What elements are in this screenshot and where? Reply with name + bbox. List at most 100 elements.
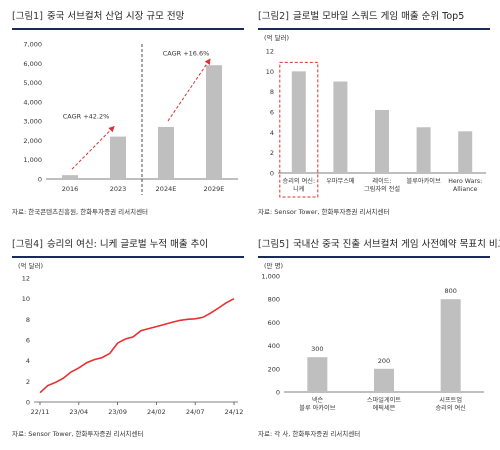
data-label: 800 bbox=[444, 287, 456, 295]
y-tick-label: 0 bbox=[26, 399, 30, 407]
y-tick-label: 6 bbox=[270, 109, 274, 117]
data-label: 300 bbox=[311, 345, 323, 353]
y-tick-label: 8 bbox=[26, 316, 30, 324]
market-size-chart: 0 1,000 2,000 3,000 4,000 5,000 6,000 7,000 2016… bbox=[23, 41, 238, 195]
x-tick-label: 우마무스메 bbox=[326, 177, 355, 185]
x-tick-label: Alliance bbox=[453, 186, 478, 193]
x-tick-label: 24/07 bbox=[186, 408, 205, 416]
y-tick-label: 12 bbox=[266, 48, 274, 56]
y-tick-label: 6 bbox=[26, 337, 30, 345]
cagr-annotation: CAGR +42.2% bbox=[63, 113, 110, 121]
bar bbox=[62, 175, 78, 179]
x-tick-label: 넥슨 bbox=[312, 396, 324, 404]
x-tick-label: Hero Wars: bbox=[448, 178, 482, 185]
x-tick-label: 22/11 bbox=[31, 408, 50, 416]
panel-title: [그림4] 승리의 여신: 니케 글로벌 누적 매출 추이 bbox=[12, 239, 209, 250]
y-tick-label: 8 bbox=[270, 88, 274, 96]
panel-2: [그림2] 글로벌 모바일 스쿼드 게임 매출 순위 Top5 (억 달러) 0 2 4… bbox=[258, 8, 490, 218]
y-tick-label: 400 bbox=[268, 342, 280, 350]
y-tick-label: 4 bbox=[26, 357, 30, 365]
x-tick-label: 승리의 여신 bbox=[435, 404, 466, 412]
y-tick-label: 3,000 bbox=[23, 118, 42, 126]
panel-title-text: 승리의 여신: 니케 글로벌 누적 매출 추이 bbox=[46, 239, 209, 250]
x-tick-label: 에픽세븐 bbox=[373, 404, 396, 412]
bar bbox=[416, 127, 431, 173]
y-tick-label: 5,000 bbox=[23, 79, 42, 87]
y-tick-label: 2 bbox=[26, 378, 30, 386]
title-rule bbox=[258, 256, 490, 258]
bar bbox=[440, 299, 461, 392]
x-tick-label: 승리의 여신: bbox=[283, 177, 316, 185]
y-tick-label: 12 bbox=[22, 275, 30, 283]
bar bbox=[374, 368, 394, 392]
panel-title: [그림1] 중국 서브컬처 산업 시장 규모 전망 bbox=[12, 11, 185, 22]
x-tick-label: 2024E bbox=[156, 185, 177, 193]
x-tick-label: 스마일게이트 bbox=[367, 396, 401, 404]
title-rule bbox=[12, 256, 244, 258]
bar bbox=[291, 71, 306, 173]
source-note: 자료: Sensor Tower, 한화투자증권 리서치센터 bbox=[12, 430, 144, 438]
data-label: 200 bbox=[378, 357, 390, 365]
y-tick-label: 2,000 bbox=[23, 137, 42, 145]
bar bbox=[307, 357, 328, 392]
y-tick-label: 4 bbox=[270, 129, 274, 137]
x-tick-label: 23/04 bbox=[69, 408, 88, 416]
source-note: 자료: Sensor Tower, 한화투자증권 리서치센터 bbox=[258, 208, 390, 216]
y-tick-label: 600 bbox=[268, 319, 280, 327]
x-tick-label: 블루아카이브 bbox=[407, 177, 441, 185]
y-tick-label: 10 bbox=[266, 68, 274, 76]
x-tick-label: 2023 bbox=[110, 185, 127, 193]
revenue-line bbox=[39, 297, 235, 394]
y-tick-label: 6,000 bbox=[23, 60, 42, 68]
x-tick-label: 레이드: bbox=[372, 177, 391, 185]
title-rule bbox=[12, 28, 244, 30]
y-tick-label: 1,000 bbox=[261, 273, 280, 281]
y-tick-label: 0 bbox=[38, 176, 42, 184]
x-tick-label: 니케 bbox=[293, 185, 305, 193]
cagr-annotation: CAGR +16.6% bbox=[163, 50, 210, 58]
bar bbox=[333, 81, 348, 173]
panel-1: [그림1] 중국 서브컬처 산업 시장 규모 전망 0 1,000 2,000 3,00… bbox=[12, 8, 244, 218]
x-tick-label: 2029E bbox=[204, 185, 225, 193]
title-rule bbox=[258, 28, 490, 30]
y-tick-label: 10 bbox=[22, 295, 30, 303]
y-tick-label: 200 bbox=[268, 365, 280, 373]
y-tick-label: 7,000 bbox=[23, 41, 42, 49]
x-tick-label: 24/02 bbox=[147, 408, 166, 416]
bar bbox=[110, 136, 126, 179]
x-tick-label: 2016 bbox=[62, 185, 79, 193]
cagr-arrow bbox=[71, 125, 115, 170]
panel-title: [그림5] 국내산 중국 진출 서브컬처 게임 사전예약 목표치 비교 bbox=[258, 236, 500, 250]
nikke-cumulative-revenue-chart: (억 달러) 0 2 4 6 8 10 12 22/11 23/04 23/09 24/02 24/07… bbox=[18, 261, 244, 416]
y-unit-label: (만 명) bbox=[264, 261, 283, 270]
source-note: 자료: 한국콘텐츠진흥원, 한화투자증권 리서치센터 bbox=[12, 208, 149, 216]
y-tick-label: 1,000 bbox=[23, 156, 42, 164]
x-tick-label: 23/09 bbox=[108, 408, 127, 416]
panel-title: [그림2] 글로벌 모바일 스쿼드 게임 매출 순위 Top5 bbox=[258, 11, 465, 22]
x-tick-label: 시프트업 bbox=[439, 396, 462, 404]
cagr-arrow bbox=[167, 58, 211, 122]
y-unit-label: (억 달러) bbox=[18, 261, 43, 270]
bar bbox=[158, 126, 174, 179]
bar bbox=[458, 131, 473, 173]
x-tick-label: 그림자의 전설 bbox=[364, 185, 400, 193]
highlight-box bbox=[279, 61, 319, 198]
y-tick-label: 2 bbox=[270, 149, 274, 157]
bar bbox=[206, 65, 222, 179]
source-note: 자료: 각 사, 한화투자증권 리서치센터 bbox=[258, 430, 361, 438]
y-tick-label: 0 bbox=[270, 170, 274, 178]
squad-game-revenue-chart: (억 달러) 0 2 4 6 8 10 12 승리의 여신:니케 우마무스메 레이드:그림자의 전설… bbox=[264, 33, 486, 198]
bar bbox=[375, 109, 389, 173]
panel-4: [그림4] 승리의 여신: 니케 글로벌 누적 매출 추이 (억 달러) 0 2 4 6 8… bbox=[12, 236, 244, 442]
panel-title-text: 국내산 중국 진출 서브컬처 게임 사전예약 목표치 비교 bbox=[292, 239, 500, 250]
panel-5: [그림5] 국내산 중국 진출 서브컬처 게임 사전예약 목표치 비교 (만 명)… bbox=[258, 236, 500, 442]
y-tick-label: 800 bbox=[268, 296, 280, 304]
panel-title-text: 글로벌 모바일 스쿼드 게임 매출 순위 Top5 bbox=[292, 11, 465, 22]
y-unit-label: (억 달러) bbox=[264, 33, 289, 42]
panel-title-text: 중국 서브컬처 산업 시장 규모 전망 bbox=[46, 11, 185, 22]
x-tick-label: 블루 아카이브 bbox=[299, 404, 335, 412]
y-tick-label: 4,000 bbox=[23, 98, 42, 106]
y-tick-label: 0 bbox=[276, 389, 280, 397]
x-tick-label: 24/12 bbox=[225, 408, 244, 416]
